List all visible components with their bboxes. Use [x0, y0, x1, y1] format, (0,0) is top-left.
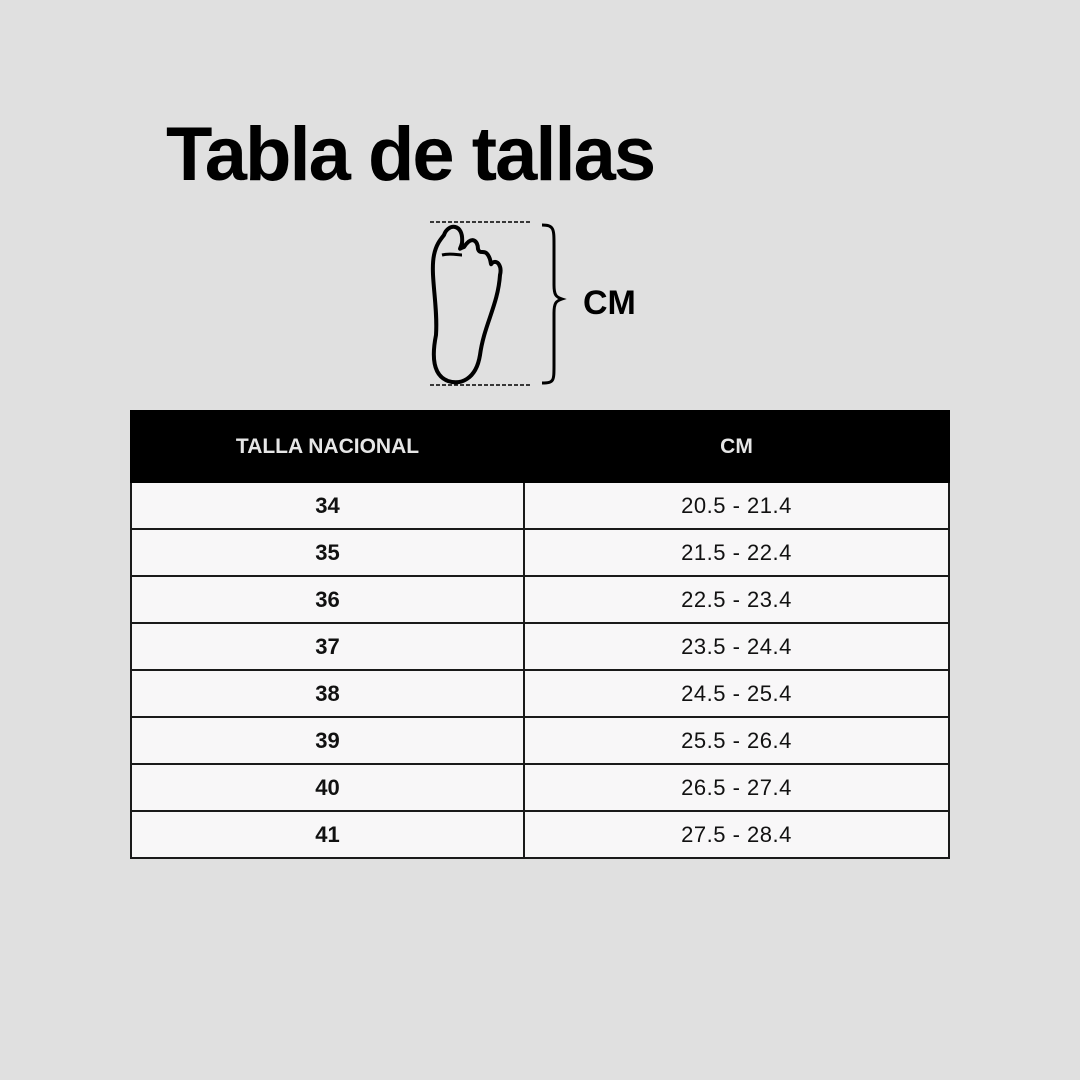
size-cell: 34 — [130, 481, 525, 530]
cm-range-cell: 23.5 - 24.4 — [523, 622, 950, 671]
table-row: 39 25.5 - 26.4 — [130, 716, 950, 765]
cm-range-cell: 24.5 - 25.4 — [523, 669, 950, 718]
table-row: 40 26.5 - 27.4 — [130, 763, 950, 812]
cm-range-cell: 20.5 - 21.4 — [523, 481, 950, 530]
page-title: Tabla de tallas — [166, 112, 656, 197]
size-table: TALLA NACIONAL CM 34 20.5 - 21.4 35 21.5 - … — [130, 410, 950, 859]
cm-range-cell: 21.5 - 22.4 — [523, 528, 950, 577]
table-row: 34 20.5 - 21.4 — [130, 481, 950, 530]
cm-range-cell: 26.5 - 27.4 — [523, 763, 950, 812]
size-cell: 39 — [130, 716, 525, 765]
header-talla-nacional: TALLA NACIONAL — [130, 410, 525, 483]
cm-range-cell: 22.5 - 23.4 — [523, 575, 950, 624]
size-cell: 40 — [130, 763, 525, 812]
cm-range-cell: 25.5 - 26.4 — [523, 716, 950, 765]
table-header-row: TALLA NACIONAL CM — [130, 410, 950, 483]
measure-label: CM — [583, 284, 636, 322]
table-row: 35 21.5 - 22.4 — [130, 528, 950, 577]
size-cell: 36 — [130, 575, 525, 624]
table-row: 41 27.5 - 28.4 — [130, 810, 950, 859]
foot-outline-icon — [430, 221, 567, 386]
header-cm: CM — [523, 410, 950, 483]
table-row: 36 22.5 - 23.4 — [130, 575, 950, 624]
table-row: 38 24.5 - 25.4 — [130, 669, 950, 718]
size-cell: 38 — [130, 669, 525, 718]
size-cell: 41 — [130, 810, 525, 859]
table-row: 37 23.5 - 24.4 — [130, 622, 950, 671]
cm-range-cell: 27.5 - 28.4 — [523, 810, 950, 859]
size-cell: 35 — [130, 528, 525, 577]
size-cell: 37 — [130, 622, 525, 671]
